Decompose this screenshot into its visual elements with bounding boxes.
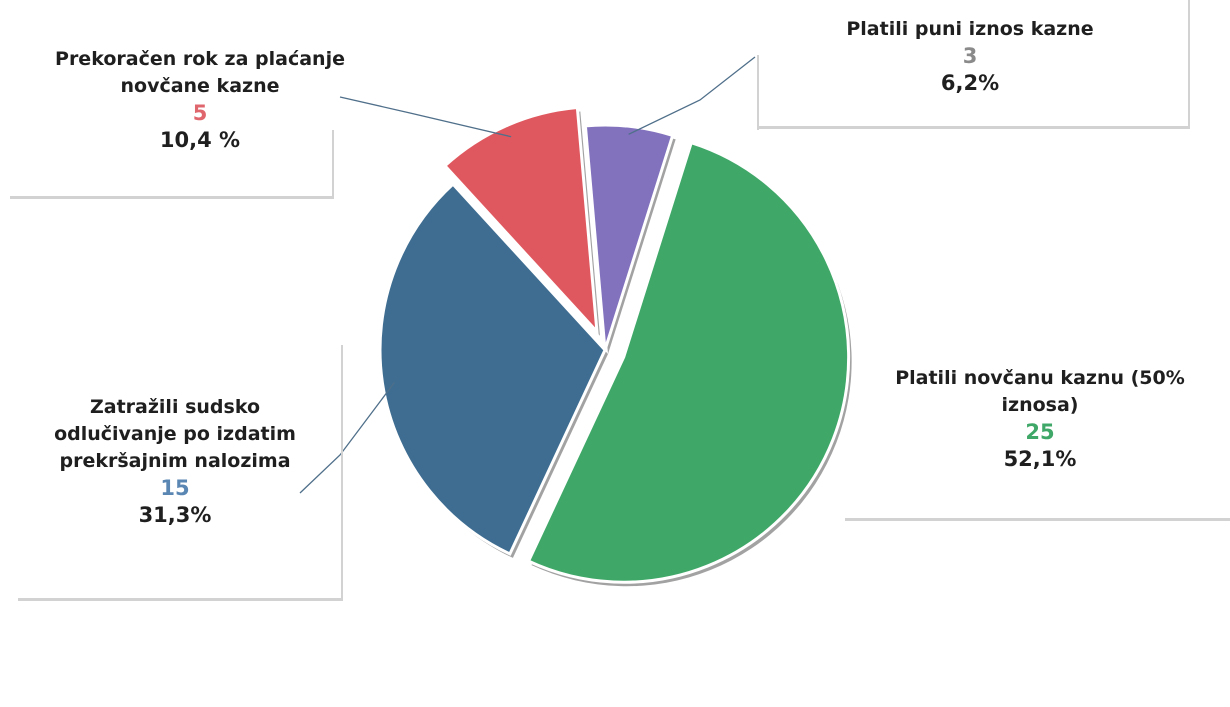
leader-lines bbox=[299, 56, 756, 494]
label-half-paid-count: 25 bbox=[1025, 420, 1055, 444]
label-full-amount-percent: 6,2% bbox=[940, 71, 1000, 95]
label-full-amount: Platili puni iznos kazne 3 6,2% bbox=[810, 16, 1130, 97]
label-court-line2: odlučivanje po izdatim bbox=[54, 423, 296, 445]
blue-label-box-bottom bbox=[18, 598, 342, 601]
label-court-count: 15 bbox=[160, 476, 190, 500]
label-overdue-line1: Prekoračen rok za plaćanje bbox=[55, 48, 345, 70]
label-court-line1: Zatražili sudsko bbox=[89, 396, 260, 418]
green-label-box-bottom bbox=[845, 518, 1230, 521]
label-court: Zatražili sudsko odlučivanje po izdatim … bbox=[20, 394, 330, 529]
purple-label-box-left bbox=[757, 55, 759, 130]
leader-court bbox=[299, 382, 395, 494]
pie-slices bbox=[378, 105, 851, 584]
purple-label-box-bottom bbox=[757, 126, 1190, 129]
label-full-amount-line1: Platili puni iznos kazne bbox=[846, 18, 1094, 40]
purple-label-box-right bbox=[1188, 0, 1190, 128]
label-full-amount-count: 3 bbox=[962, 44, 978, 68]
slice-full-amount bbox=[583, 123, 675, 351]
slice-half-paid bbox=[526, 140, 851, 584]
label-overdue-percent: 10,4 % bbox=[159, 128, 241, 152]
label-half-paid-line2: iznosa) bbox=[1001, 394, 1079, 416]
label-court-line3: prekršajnim nalozima bbox=[59, 450, 291, 472]
label-half-paid-percent: 52,1% bbox=[1003, 447, 1077, 471]
red-label-box-right bbox=[332, 130, 334, 199]
label-half-paid-line1: Platili novčanu kaznu (50% bbox=[895, 367, 1185, 389]
label-court-percent: 31,3% bbox=[138, 503, 212, 527]
blue-label-box-right bbox=[341, 345, 343, 601]
slice-court bbox=[378, 181, 607, 556]
label-half-paid: Platili novčanu kaznu (50% iznosa) 25 52… bbox=[860, 365, 1220, 473]
slice-overdue bbox=[442, 105, 599, 336]
leader-overdue bbox=[339, 96, 512, 138]
label-overdue-count: 5 bbox=[192, 101, 208, 125]
label-overdue-line2: novčane kazne bbox=[120, 75, 280, 97]
red-label-box-bottom bbox=[10, 196, 332, 199]
leader-full-amount bbox=[628, 56, 756, 135]
label-overdue: Prekoračen rok za plaćanje novčane kazne… bbox=[20, 46, 380, 154]
